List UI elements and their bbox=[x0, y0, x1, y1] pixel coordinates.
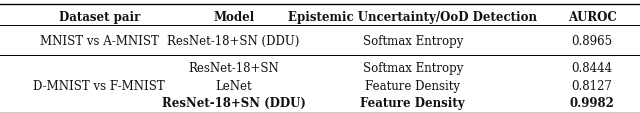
Text: MNIST vs A-MNIST: MNIST vs A-MNIST bbox=[40, 35, 159, 48]
Text: Dataset pair: Dataset pair bbox=[58, 11, 140, 24]
Text: Softmax Entropy: Softmax Entropy bbox=[363, 35, 463, 48]
Text: D-MNIST vs F-MNIST: D-MNIST vs F-MNIST bbox=[33, 79, 165, 92]
Text: ResNet-18+SN (DDU): ResNet-18+SN (DDU) bbox=[168, 35, 300, 48]
Text: ResNet-18+SN: ResNet-18+SN bbox=[188, 62, 279, 75]
Text: ResNet-18+SN (DDU): ResNet-18+SN (DDU) bbox=[162, 96, 305, 109]
Text: LeNet: LeNet bbox=[215, 79, 252, 92]
Text: Epistemic Uncertainty/OoD Detection: Epistemic Uncertainty/OoD Detection bbox=[288, 11, 538, 24]
Text: 0.8444: 0.8444 bbox=[572, 62, 612, 75]
Text: 0.9982: 0.9982 bbox=[570, 96, 614, 109]
Text: 0.8965: 0.8965 bbox=[572, 35, 612, 48]
Text: AUROC: AUROC bbox=[568, 11, 616, 24]
Text: Feature Density: Feature Density bbox=[360, 96, 465, 109]
Text: 0.8127: 0.8127 bbox=[572, 79, 612, 92]
Text: Model: Model bbox=[213, 11, 254, 24]
Text: Softmax Entropy: Softmax Entropy bbox=[363, 62, 463, 75]
Text: Feature Density: Feature Density bbox=[365, 79, 460, 92]
